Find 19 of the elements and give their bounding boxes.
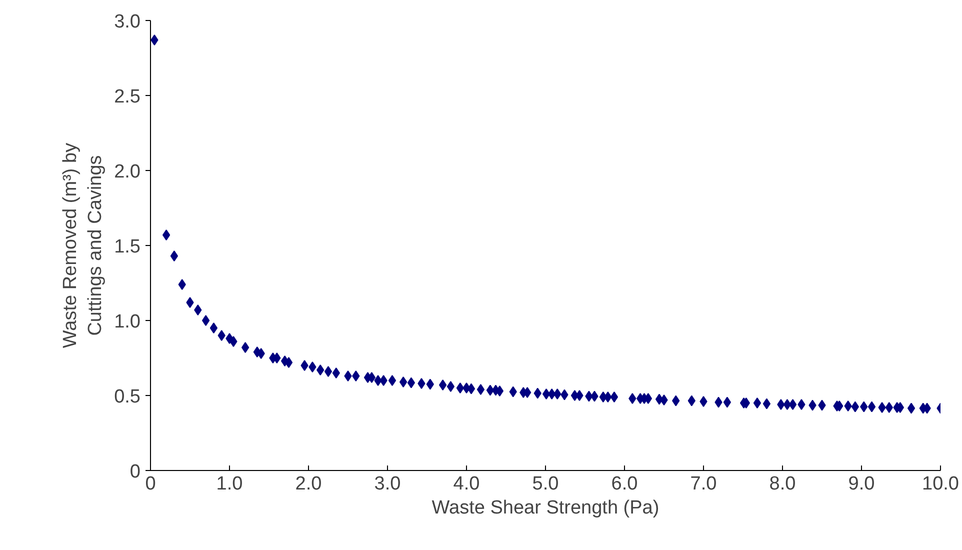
y-tick-label: 2.5 <box>114 86 141 108</box>
x-axis-title: Waste Shear Strength (Pa) <box>432 498 660 518</box>
x-tick-label: 10.0 <box>922 474 959 494</box>
x-tick-label: 3.0 <box>374 474 401 494</box>
y-tick-label: 1.5 <box>114 236 141 258</box>
y-tick-label: 3.0 <box>114 12 141 32</box>
x-tick-label: 2.0 <box>295 474 322 494</box>
y-tick-label: 0.5 <box>114 386 141 408</box>
x-tick-label: 4.0 <box>453 474 480 494</box>
x-tick-label: 5.0 <box>532 474 559 494</box>
x-tick-label: 9.0 <box>848 474 875 494</box>
y-tick-label: 2.0 <box>114 162 141 182</box>
x-tick-label: 1.0 <box>216 474 243 494</box>
x-tick-label: 7.0 <box>690 474 717 494</box>
y-axis-title: Waste Removed (m³) by Cuttings and Cavings <box>60 142 106 348</box>
x-tick-label: 8.0 <box>769 474 796 494</box>
x-tick-label: 6.0 <box>611 474 638 494</box>
x-tick-label: 0 <box>145 474 156 494</box>
y-tick-label: 1.0 <box>114 312 141 332</box>
